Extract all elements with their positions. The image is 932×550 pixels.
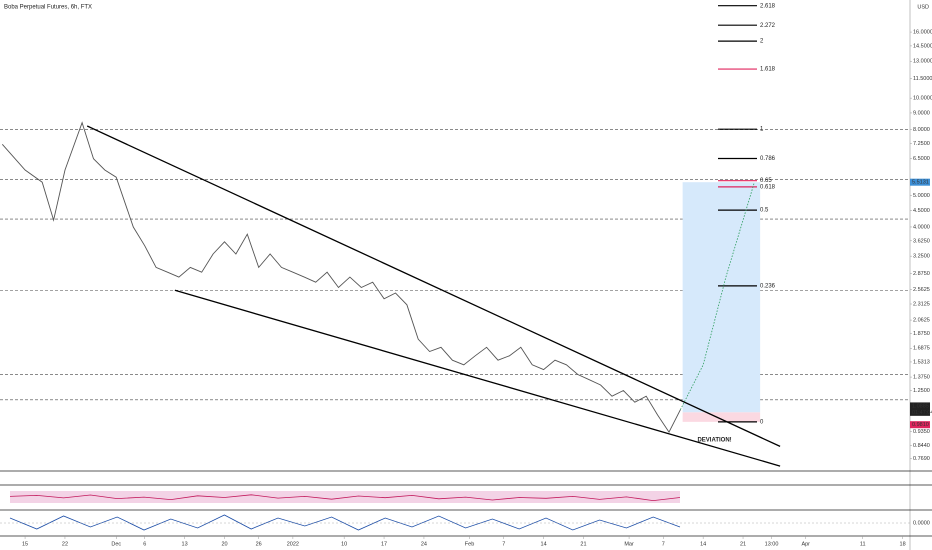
- oscillator-line: [9, 514, 681, 531]
- y-tick-label: 7.2500: [913, 141, 930, 147]
- fib-label: 1.618: [760, 67, 776, 73]
- price-badge: [910, 402, 930, 410]
- target-zone: [682, 182, 761, 413]
- y-tick-label: 2.5625: [913, 287, 930, 293]
- x-tick-label: 21: [580, 541, 586, 547]
- y-tick-label: 2.3125: [913, 301, 930, 307]
- x-tick-label: 7: [502, 541, 505, 547]
- x-tick-label: Feb: [465, 541, 474, 547]
- x-tick-label: Apr: [801, 541, 810, 547]
- pane-tick-label: 0.0000: [913, 520, 930, 526]
- x-tick-label: 15: [22, 541, 28, 547]
- x-tick-label: 11: [860, 541, 866, 547]
- y-tick-label: 3.6250: [913, 238, 930, 244]
- x-tick-label: 22: [62, 541, 68, 547]
- price-badge-label: 0.9810: [912, 422, 929, 428]
- fib-label: 2: [760, 39, 764, 45]
- x-tick-label: 14: [541, 541, 547, 547]
- fib-label: 0.5: [760, 208, 769, 214]
- fib-label: 0: [760, 419, 764, 425]
- trendline: [174, 289, 781, 467]
- x-tick-label: 18: [900, 541, 906, 547]
- fib-label: 0.786: [760, 156, 776, 162]
- y-tick-label: 11.5000: [913, 76, 932, 82]
- price-badge-label: 01:47:04: [912, 410, 932, 416]
- x-tick-label: 20: [221, 541, 227, 547]
- y-tick-label: 9.0000: [913, 110, 930, 116]
- annotation: DEVIATION!: [697, 437, 731, 443]
- x-tick-label: 14: [700, 541, 706, 547]
- x-tick-label: 13: [182, 541, 188, 547]
- fib-label: 2.618: [760, 3, 776, 9]
- y-tick-label: 8.0000: [913, 127, 930, 133]
- y-tick-label: 0.9350: [913, 429, 930, 435]
- y-tick-label: 1.3750: [913, 375, 930, 381]
- fib-label: 0.65: [760, 178, 772, 184]
- price-badge-label: 5.5131: [912, 180, 929, 186]
- y-tick-label: 1.8750: [913, 331, 930, 337]
- y-tick-label: 10.0000: [913, 96, 932, 102]
- y-tick-label: 5.0000: [913, 193, 930, 199]
- x-tick-label: 21: [740, 541, 746, 547]
- trendline: [86, 125, 781, 447]
- x-tick-label: 24: [421, 541, 427, 547]
- price-line: [1, 121, 681, 433]
- x-tick-label: 17: [381, 541, 387, 547]
- fib-label: 0.618: [760, 184, 776, 190]
- y-tick-label: 4.0000: [913, 224, 930, 230]
- y-tick-label: 13.0000: [913, 59, 932, 65]
- projection-line: [680, 182, 755, 410]
- y-tick-label: 3.2500: [913, 254, 930, 260]
- x-tick-label: 26: [256, 541, 262, 547]
- y-tick-label: 0.7690: [913, 456, 930, 462]
- currency: USD: [917, 4, 929, 10]
- chart-title: Boba Perpetual Futures, 6h, FTX: [4, 5, 92, 11]
- price-badge: [910, 408, 930, 416]
- y-tick-label: 1.6875: [913, 346, 930, 352]
- x-tick-label: 2022: [287, 541, 299, 547]
- y-tick-label: 4.5000: [913, 208, 930, 214]
- x-tick-label: Mar: [624, 541, 634, 547]
- y-tick-label: 1.5313: [913, 359, 930, 365]
- fib-label: 2.272: [760, 23, 776, 29]
- price-badge: [910, 421, 930, 429]
- y-tick-label: 16.0000: [913, 30, 932, 36]
- x-tick-label: 13:00: [765, 541, 779, 547]
- y-tick-label: 0.8440: [913, 443, 930, 449]
- fib-label: 0.236: [760, 283, 776, 289]
- y-tick-label: 1.2500: [913, 388, 930, 394]
- price-badge-label: 1.0885: [912, 403, 929, 409]
- price-badge: [910, 178, 930, 186]
- x-tick-label: 7: [662, 541, 665, 547]
- y-tick-label: 6.5000: [913, 156, 930, 162]
- x-tick-label: 10: [341, 541, 347, 547]
- y-tick-label: 14.5000: [913, 43, 932, 49]
- x-tick-label: Dec: [111, 541, 121, 547]
- fib-label: 1: [760, 127, 764, 133]
- rsi-line: [9, 494, 681, 502]
- y-tick-label: 2.8750: [913, 271, 930, 277]
- x-tick-label: 6: [143, 541, 146, 547]
- stop-zone: [682, 412, 761, 422]
- rsi-band: [10, 491, 680, 503]
- y-tick-label: 2.0625: [913, 318, 930, 324]
